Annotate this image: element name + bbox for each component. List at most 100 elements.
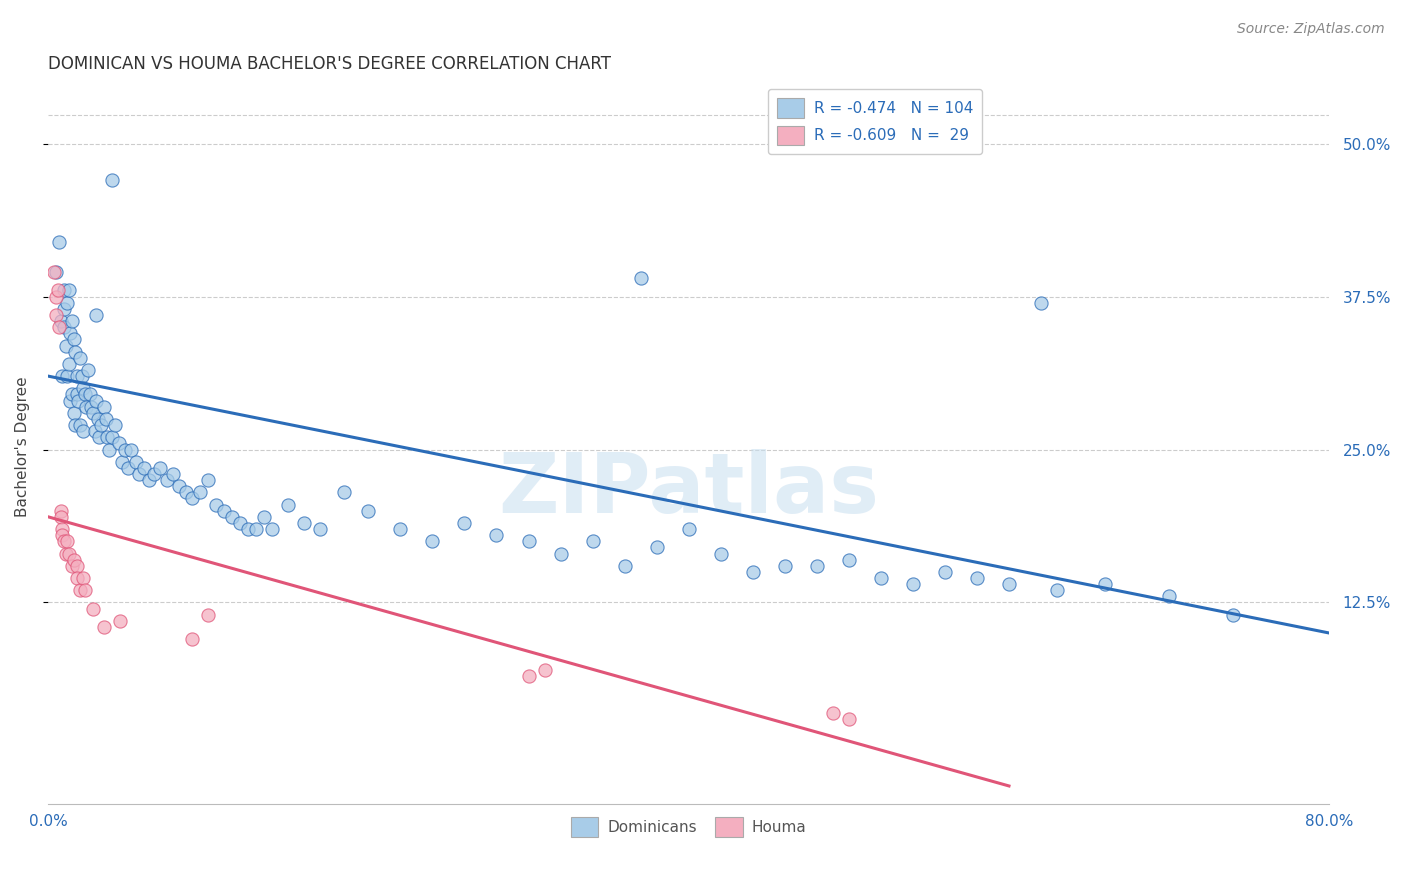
Point bbox=[806, 558, 828, 573]
Point bbox=[93, 620, 115, 634]
Point bbox=[114, 442, 136, 457]
Point bbox=[62, 406, 84, 420]
Text: Source: ZipAtlas.com: Source: ZipAtlas.com bbox=[1237, 22, 1385, 37]
Point bbox=[1094, 577, 1116, 591]
Point bbox=[645, 541, 668, 555]
Point bbox=[174, 485, 197, 500]
Point bbox=[181, 491, 204, 506]
Point bbox=[51, 369, 73, 384]
Point bbox=[46, 284, 69, 298]
Point bbox=[120, 442, 142, 457]
Point bbox=[101, 173, 124, 187]
Point bbox=[45, 289, 67, 303]
Point bbox=[60, 387, 83, 401]
Point bbox=[73, 387, 96, 401]
Point bbox=[45, 265, 67, 279]
Point bbox=[55, 338, 77, 352]
Point bbox=[229, 516, 252, 530]
Point bbox=[69, 351, 91, 365]
Point bbox=[62, 332, 84, 346]
Point bbox=[101, 430, 124, 444]
Point bbox=[44, 265, 66, 279]
Point bbox=[53, 320, 76, 334]
Point bbox=[966, 571, 988, 585]
Point bbox=[53, 284, 76, 298]
Point bbox=[238, 522, 260, 536]
Point bbox=[84, 393, 107, 408]
Point bbox=[56, 369, 79, 384]
Point bbox=[197, 473, 219, 487]
Point bbox=[69, 583, 91, 598]
Point bbox=[58, 357, 80, 371]
Point bbox=[60, 314, 83, 328]
Point bbox=[162, 467, 184, 481]
Point bbox=[48, 320, 70, 334]
Point bbox=[49, 509, 72, 524]
Point bbox=[67, 393, 90, 408]
Point bbox=[613, 558, 636, 573]
Point bbox=[97, 442, 120, 457]
Point bbox=[48, 235, 70, 249]
Point bbox=[389, 522, 412, 536]
Point bbox=[69, 418, 91, 433]
Point bbox=[212, 504, 235, 518]
Point bbox=[1046, 583, 1069, 598]
Point bbox=[65, 344, 87, 359]
Point bbox=[65, 418, 87, 433]
Point bbox=[51, 528, 73, 542]
Point bbox=[66, 369, 89, 384]
Point bbox=[422, 534, 444, 549]
Point bbox=[72, 424, 94, 438]
Point bbox=[149, 461, 172, 475]
Point bbox=[870, 571, 893, 585]
Point bbox=[86, 412, 108, 426]
Point bbox=[128, 467, 150, 481]
Point bbox=[107, 436, 129, 450]
Point bbox=[277, 498, 299, 512]
Point bbox=[53, 534, 76, 549]
Point bbox=[79, 387, 101, 401]
Text: DOMINICAN VS HOUMA BACHELOR'S DEGREE CORRELATION CHART: DOMINICAN VS HOUMA BACHELOR'S DEGREE COR… bbox=[48, 55, 612, 73]
Point bbox=[53, 301, 76, 316]
Point bbox=[517, 669, 540, 683]
Point bbox=[533, 663, 555, 677]
Point bbox=[221, 509, 243, 524]
Point bbox=[125, 455, 148, 469]
Point bbox=[59, 326, 82, 341]
Point bbox=[58, 547, 80, 561]
Point bbox=[76, 400, 98, 414]
Point bbox=[1222, 607, 1244, 622]
Point bbox=[181, 632, 204, 647]
Point bbox=[188, 485, 211, 500]
Point bbox=[94, 412, 117, 426]
Point bbox=[485, 528, 508, 542]
Text: ZIPatlas: ZIPatlas bbox=[498, 449, 879, 530]
Point bbox=[96, 430, 118, 444]
Point bbox=[934, 565, 956, 579]
Point bbox=[710, 547, 733, 561]
Point bbox=[72, 571, 94, 585]
Point bbox=[262, 522, 284, 536]
Point bbox=[66, 387, 89, 401]
Point bbox=[66, 558, 89, 573]
Point bbox=[197, 607, 219, 622]
Point bbox=[70, 369, 93, 384]
Point bbox=[821, 706, 844, 720]
Point bbox=[45, 308, 67, 322]
Point bbox=[49, 504, 72, 518]
Point bbox=[84, 308, 107, 322]
Point bbox=[111, 455, 134, 469]
Point bbox=[72, 381, 94, 395]
Point bbox=[77, 363, 100, 377]
Point bbox=[56, 534, 79, 549]
Point bbox=[73, 583, 96, 598]
Point bbox=[901, 577, 924, 591]
Point bbox=[138, 473, 160, 487]
Point bbox=[292, 516, 315, 530]
Point bbox=[117, 461, 139, 475]
Point bbox=[1159, 590, 1181, 604]
Point bbox=[253, 509, 276, 524]
Point bbox=[62, 552, 84, 566]
Point bbox=[1029, 295, 1052, 310]
Point bbox=[245, 522, 267, 536]
